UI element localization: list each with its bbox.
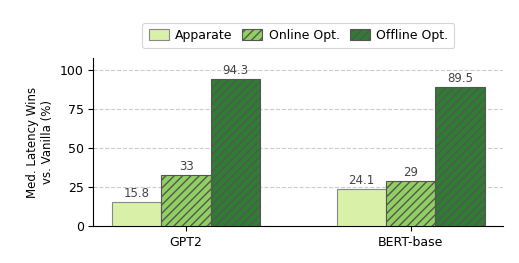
Bar xyxy=(112,201,161,226)
Bar xyxy=(211,79,260,226)
Y-axis label: Med. Latency Wins
vs. Vanilla (%): Med. Latency Wins vs. Vanilla (%) xyxy=(26,87,54,198)
Text: 33: 33 xyxy=(179,160,194,173)
Text: 94.3: 94.3 xyxy=(223,64,249,77)
Text: 29: 29 xyxy=(403,166,418,179)
Bar xyxy=(161,175,211,226)
Text: 89.5: 89.5 xyxy=(447,72,473,85)
Bar xyxy=(435,87,485,226)
Text: 24.1: 24.1 xyxy=(348,174,374,187)
Legend: Apparate, Online Opt., Offline Opt.: Apparate, Online Opt., Offline Opt. xyxy=(143,23,454,48)
Bar xyxy=(337,189,386,226)
Text: 15.8: 15.8 xyxy=(124,187,150,200)
Bar xyxy=(386,181,435,226)
